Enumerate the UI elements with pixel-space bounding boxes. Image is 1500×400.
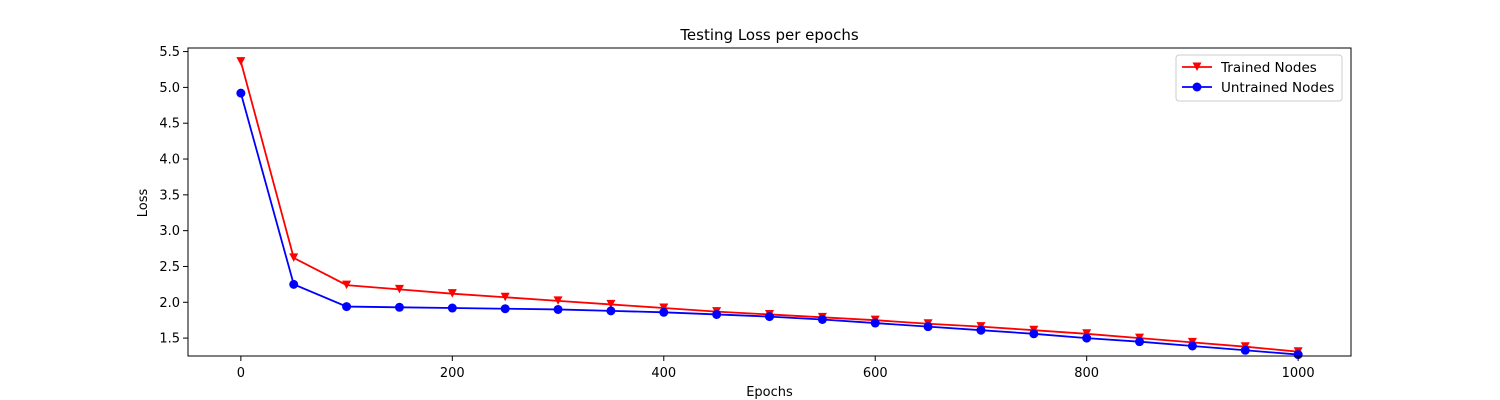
y-tick-label: 4.0 <box>159 153 180 168</box>
data-point <box>289 279 299 289</box>
x-tick-label: 400 <box>651 366 676 381</box>
y-tick-label: 5.0 <box>159 81 180 96</box>
data-point <box>394 284 404 294</box>
y-tick-label: 3.5 <box>159 188 180 203</box>
data-point <box>1082 333 1092 343</box>
x-axis-label: Epochs <box>746 385 793 400</box>
data-point <box>659 303 669 313</box>
y-axis-ticks: 1.5 2.0 2.5 3.0 3.5 4.0 4.5 5.0 5.5 <box>159 45 188 347</box>
data-point <box>606 299 616 309</box>
legend-box <box>1175 54 1343 102</box>
legend-marker-trained <box>1192 62 1202 71</box>
data-point <box>500 304 510 314</box>
x-tick-label: 600 <box>863 366 888 381</box>
data-point <box>817 314 827 324</box>
data-point <box>870 318 880 328</box>
data-point <box>659 307 669 317</box>
data-point <box>976 325 986 335</box>
data-point <box>289 253 299 262</box>
data-point <box>606 306 616 316</box>
x-tick-label: 800 <box>1074 366 1099 381</box>
legend-label-untrained: Untrained Nodes <box>1221 80 1334 96</box>
series-layer <box>236 57 1303 360</box>
legend-label-trained: Trained Nodes <box>1220 60 1317 76</box>
y-tick-label: 2.5 <box>159 260 180 275</box>
data-point <box>553 304 563 314</box>
data-point <box>1082 329 1092 338</box>
x-tick-label: 1000 <box>1282 366 1315 381</box>
data-point <box>394 302 404 312</box>
data-point <box>765 312 774 322</box>
data-point <box>1029 329 1039 339</box>
data-point <box>236 88 246 98</box>
data-point <box>342 280 352 290</box>
x-axis-ticks: 0 200 400 600 800 1000 <box>237 356 1315 381</box>
data-point <box>342 302 352 312</box>
series-untrained-nodes <box>236 88 1303 360</box>
plot-area <box>188 48 1351 356</box>
data-point <box>500 292 510 302</box>
y-tick-label: 3.0 <box>159 224 180 239</box>
data-point <box>236 57 246 66</box>
chart-title: Testing Loss per epochs <box>679 26 859 44</box>
data-point <box>1135 337 1145 347</box>
data-point <box>1293 350 1303 360</box>
data-point <box>553 296 563 305</box>
data-point <box>923 322 933 332</box>
data-point <box>447 289 457 298</box>
data-point <box>447 303 457 313</box>
legend: Trained Nodes Untrained Nodes <box>1175 54 1343 102</box>
y-tick-label: 5.5 <box>159 45 180 60</box>
x-tick-label: 0 <box>237 366 245 381</box>
y-axis-label: Loss <box>136 189 151 218</box>
y-tick-label: 4.5 <box>159 117 180 132</box>
legend-marker-untrained <box>1192 82 1202 92</box>
data-point <box>712 309 722 319</box>
x-tick-label: 200 <box>440 366 465 381</box>
data-point <box>1240 345 1250 355</box>
data-point <box>1187 341 1197 351</box>
y-tick-label: 1.5 <box>159 332 180 347</box>
y-tick-label: 2.0 <box>159 296 180 311</box>
plot-frame <box>187 47 1352 357</box>
